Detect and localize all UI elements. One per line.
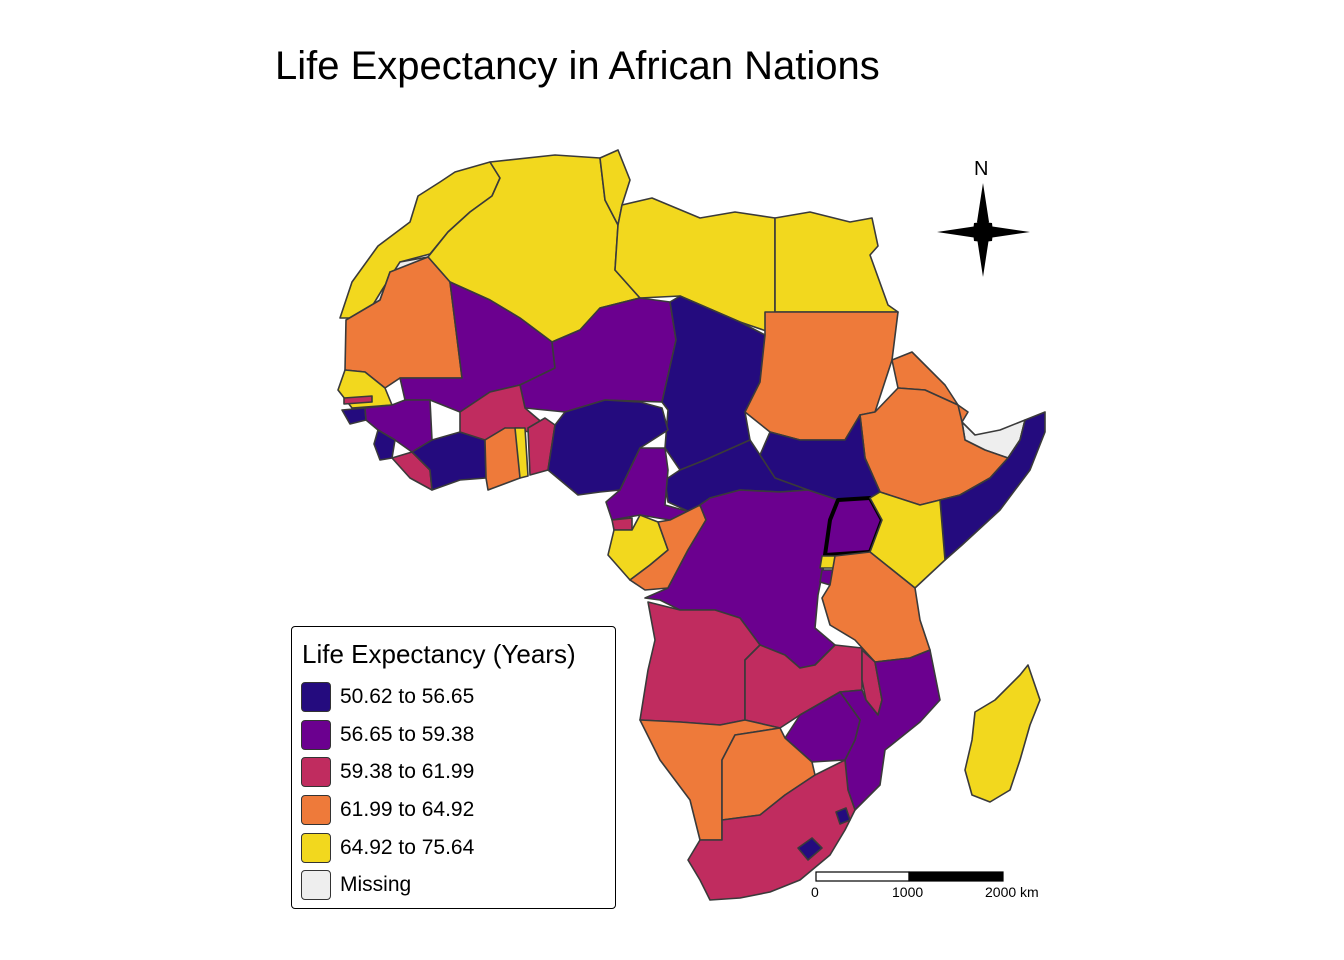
legend-label: 61.99 to 64.92 — [340, 798, 475, 821]
region-ghana — [484, 427, 521, 491]
legend-swatch — [301, 757, 331, 787]
scale-label-1000: 1000 — [892, 884, 924, 900]
legend-swatch — [301, 720, 331, 750]
legend-swatch — [301, 870, 331, 900]
north-arrow-icon — [937, 183, 1030, 277]
legend-item: 56.65 to 59.38 — [301, 719, 474, 751]
region-libya — [614, 197, 776, 335]
region-lesotho — [797, 837, 823, 861]
region-togo — [514, 427, 529, 479]
region-gambia — [343, 395, 373, 405]
region-sierra-leone — [373, 429, 396, 461]
legend-item: 59.38 to 61.99 — [301, 756, 474, 788]
legend-label: 59.38 to 61.99 — [340, 760, 475, 783]
legend-item: Missing — [301, 869, 411, 901]
region-kenya — [869, 491, 946, 589]
legend-title: Life Expectancy (Years) — [302, 639, 576, 669]
legend-swatch — [301, 795, 331, 825]
region-equatorial-guinea — [611, 517, 633, 531]
legend-label: 56.65 to 59.38 — [340, 723, 475, 746]
north-label: N — [974, 158, 989, 180]
scale-bar — [815, 871, 1004, 882]
legend-swatch — [301, 833, 331, 863]
region-egypt — [774, 211, 899, 313]
region-eswatini — [835, 807, 851, 825]
legend-item: 64.92 to 75.64 — [301, 832, 474, 864]
legend-item: 61.99 to 64.92 — [301, 794, 474, 826]
scale-label-2000: 2000 km — [985, 884, 1039, 900]
region-guinea-bissau — [341, 407, 367, 425]
legend-swatch — [301, 682, 331, 712]
legend-item: 50.62 to 56.65 — [301, 681, 474, 713]
legend-label: Missing — [340, 873, 412, 896]
region-nigeria — [547, 399, 669, 496]
region-madagascar — [964, 664, 1041, 803]
region-angola — [639, 601, 761, 726]
legend: Life Expectancy (Years) 50.62 to 56.65 5… — [291, 626, 616, 909]
scale-label-0: 0 — [811, 884, 819, 900]
legend-label: 50.62 to 56.65 — [340, 685, 475, 708]
legend-label: 64.92 to 75.64 — [340, 836, 475, 859]
map-title: Life Expectancy in African Nations — [275, 44, 880, 88]
